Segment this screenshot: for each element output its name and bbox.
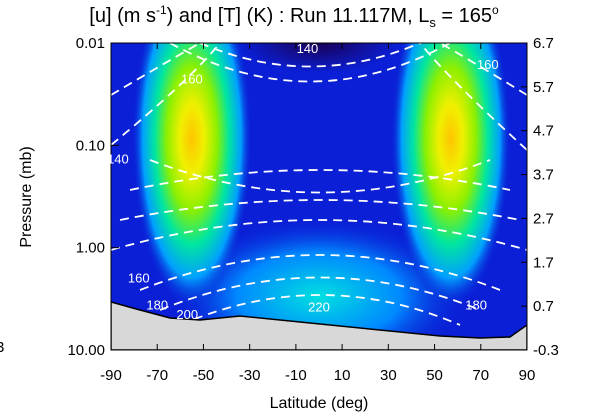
- right-tick-label: 0.7: [533, 298, 554, 315]
- temperature-contour: [111, 43, 221, 146]
- right-tick-label: 3.7: [533, 167, 554, 184]
- title-part2: ) and [T] (K) : Run 11.117M, L: [167, 5, 430, 27]
- title-sup2: o: [492, 3, 499, 17]
- jet-region: [390, 43, 511, 309]
- contour-label: 160: [128, 271, 150, 286]
- contour-label: 200: [176, 307, 198, 322]
- y-tick-label: 10.00: [67, 342, 105, 359]
- title-sup1: -1: [156, 3, 167, 17]
- x-tick-label: 90: [519, 367, 536, 384]
- right-tick-label: 1.7: [533, 254, 554, 271]
- topography: [111, 301, 527, 350]
- temperature-contour: [149, 159, 491, 194]
- contour-label: 180: [465, 297, 487, 312]
- y-tick-label: 0.01: [76, 35, 105, 52]
- x-tick-label: -70: [146, 367, 168, 384]
- temperature-contour: [439, 43, 527, 96]
- temperature-contour: [179, 294, 461, 326]
- temperature-contour: [139, 254, 501, 291]
- contour-label: 180: [146, 297, 168, 312]
- right-tick-label: 5.7: [533, 79, 554, 96]
- temperature-contours: [111, 43, 527, 326]
- right-tick-label: 4.7: [533, 123, 554, 140]
- contour-label: 160: [181, 72, 203, 87]
- contour-label: 160: [477, 57, 499, 72]
- x-tick-label: 10: [334, 367, 351, 384]
- title-part3: = 165: [436, 5, 492, 27]
- y-axis-left: 0.01 0.10 1.00 10.00: [67, 35, 119, 359]
- x-axis-label: Latitude (deg): [270, 395, 369, 412]
- right-tick-label: 6.7: [533, 35, 554, 52]
- temperature-contour: [111, 219, 527, 251]
- contour-label: 140: [107, 151, 129, 166]
- contour-label: 220: [308, 299, 330, 314]
- x-tick-label: 50: [426, 367, 443, 384]
- temperature-contour: [119, 199, 521, 221]
- x-tick-label: -50: [193, 367, 215, 384]
- title-sub: s: [429, 15, 436, 30]
- title-part1: [u] (m s: [89, 5, 156, 27]
- temperature-contour: [129, 169, 511, 191]
- y-tick-label: 0.10: [76, 137, 105, 154]
- y-tick-label: 1.00: [76, 240, 105, 257]
- x-tick-label: -30: [239, 367, 261, 384]
- contour-labels: 140 160 160 140 160 180 200 220 180: [107, 41, 498, 322]
- temperature-contour: [419, 43, 527, 151]
- left-margin-text: 3: [0, 339, 4, 356]
- jet-region: [131, 43, 252, 309]
- temperature-contour: [199, 43, 421, 68]
- contour-label: 140: [297, 41, 319, 56]
- right-tick-label: 2.7: [533, 210, 554, 227]
- y-axis-right: 6.7 5.7 4.7 3.7 2.7 1.7 0.7 -0.3: [521, 35, 559, 359]
- right-tick-label: -0.3: [533, 342, 559, 359]
- temperature-contour: [111, 43, 201, 96]
- x-tick-label: -90: [100, 367, 122, 384]
- y-axis-label: Pressure (mb): [18, 146, 35, 247]
- x-tick-label: 70: [472, 367, 489, 384]
- plot-frame: [110, 42, 528, 351]
- x-tick-label: -10: [285, 367, 307, 384]
- chart-title: [u] (m s-1) and [T] (K) : Run 11.117M, L…: [89, 3, 499, 30]
- plot-area: [111, 43, 527, 350]
- x-tick-label: 30: [380, 367, 397, 384]
- x-axis: -90 -70 -50 -30 -10 10 30 50 70 90: [100, 43, 535, 384]
